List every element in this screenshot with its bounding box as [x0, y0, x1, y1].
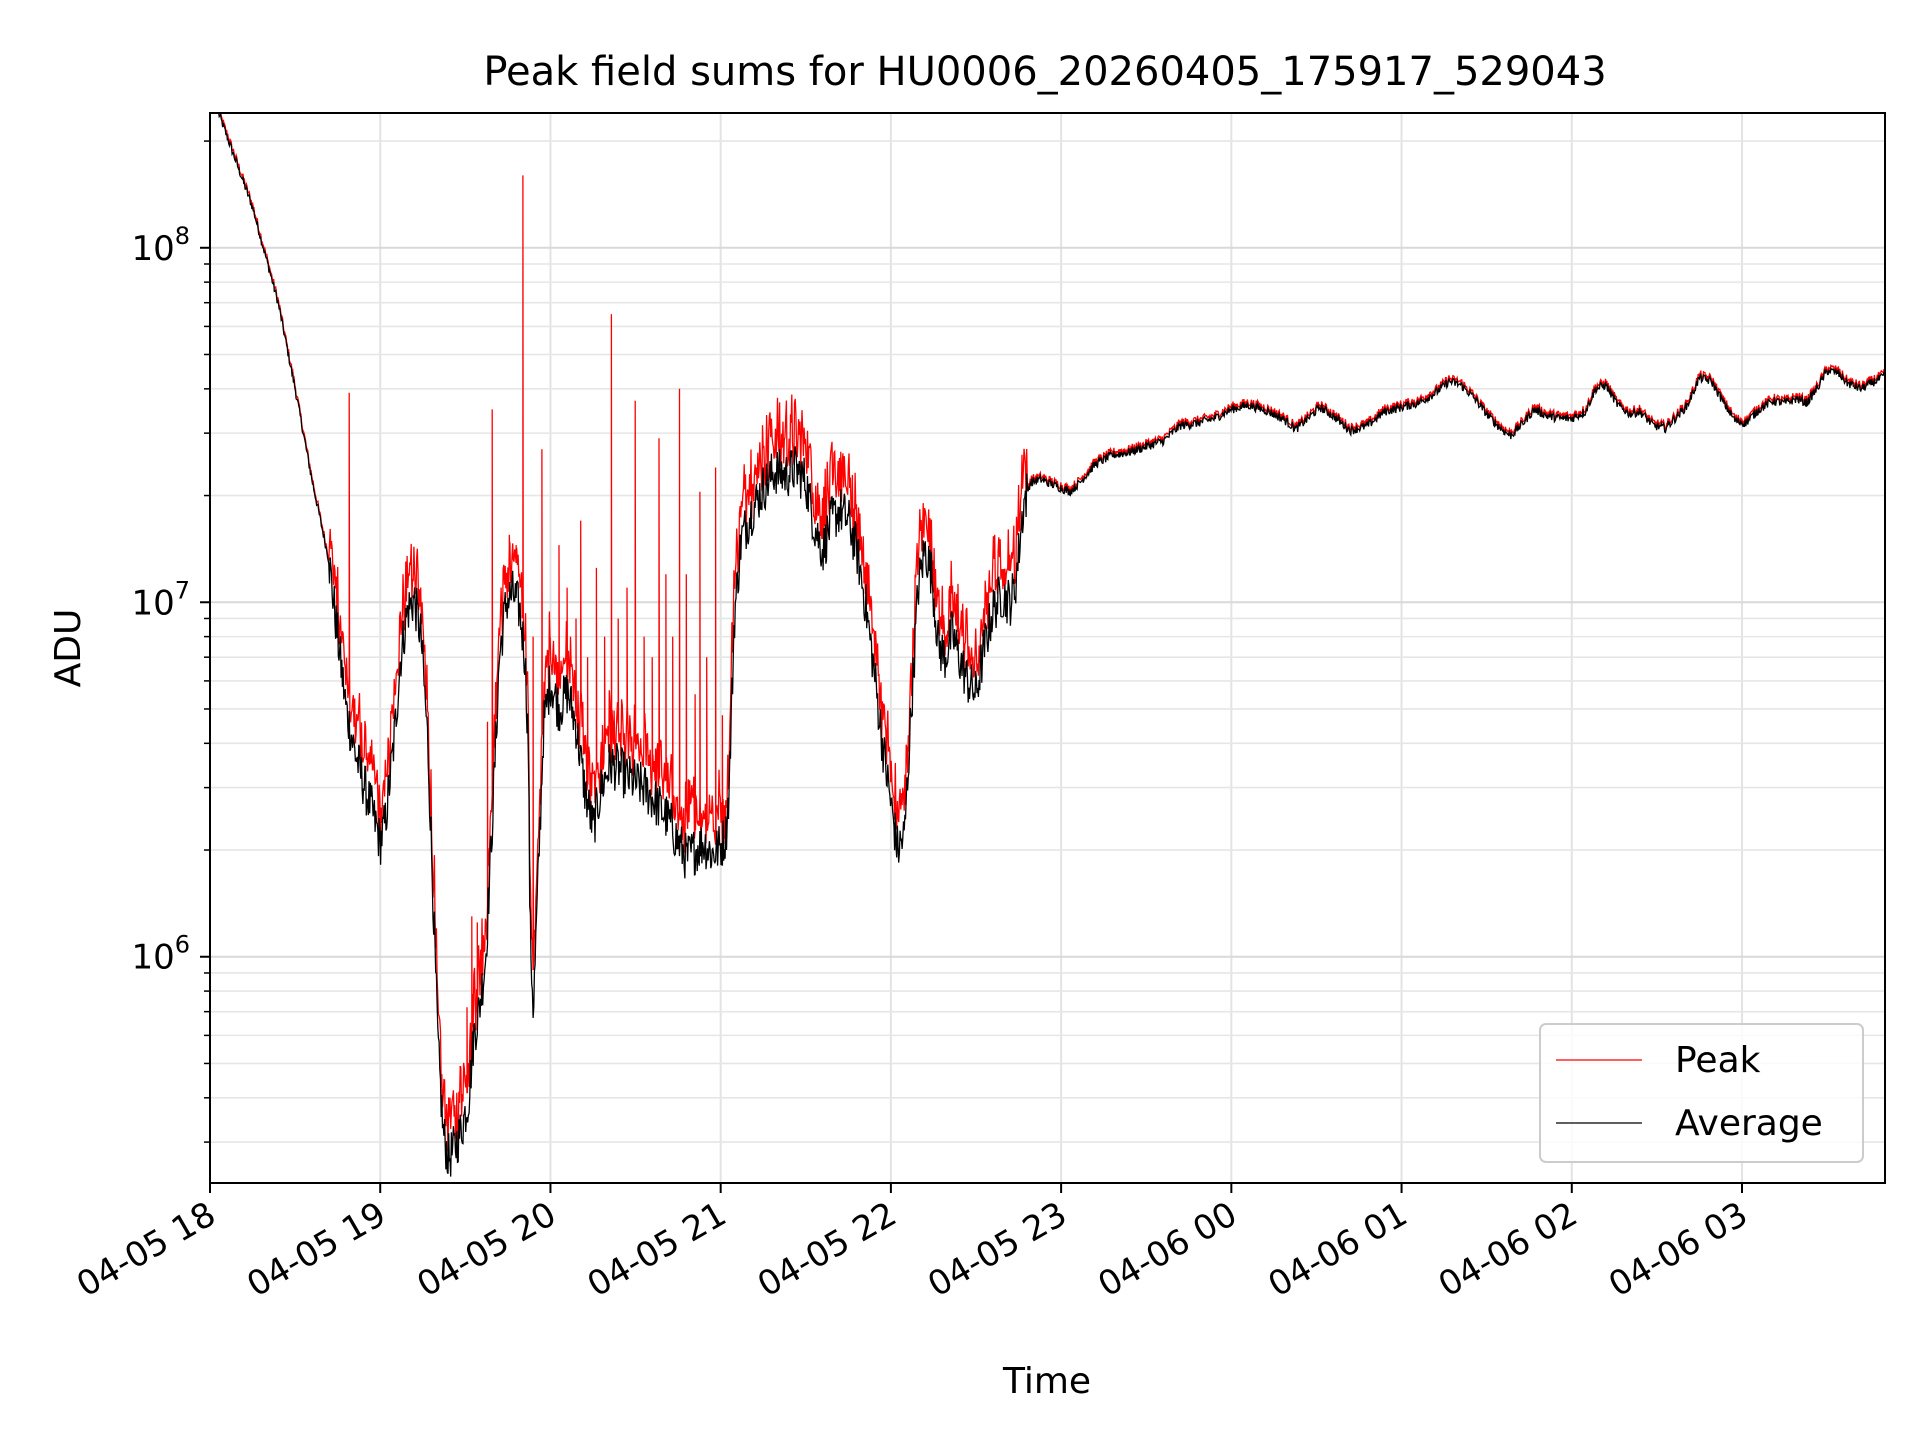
y-tick-label: 107	[131, 576, 190, 623]
legend: Peak Average	[1539, 1023, 1864, 1163]
legend-box	[1539, 1023, 1864, 1163]
series-line-average	[218, 113, 1885, 1177]
x-axis-label: Time	[1002, 1361, 1091, 1402]
series-line-peak	[218, 113, 1885, 1152]
y-tick-label: 108	[131, 222, 190, 269]
chart-title: Peak field sums for HU0006_20260405_1759…	[483, 49, 1606, 95]
plot-area	[218, 113, 1885, 1177]
y-axis-label: ADU	[48, 609, 89, 688]
legend-label-average: Average	[1675, 1103, 1823, 1144]
y-axis-ticks: 106 107 108	[131, 140, 210, 1143]
y-tick-label: 106	[131, 931, 190, 978]
legend-label-peak: Peak	[1675, 1040, 1761, 1081]
plot-frame	[209, 112, 1886, 1184]
